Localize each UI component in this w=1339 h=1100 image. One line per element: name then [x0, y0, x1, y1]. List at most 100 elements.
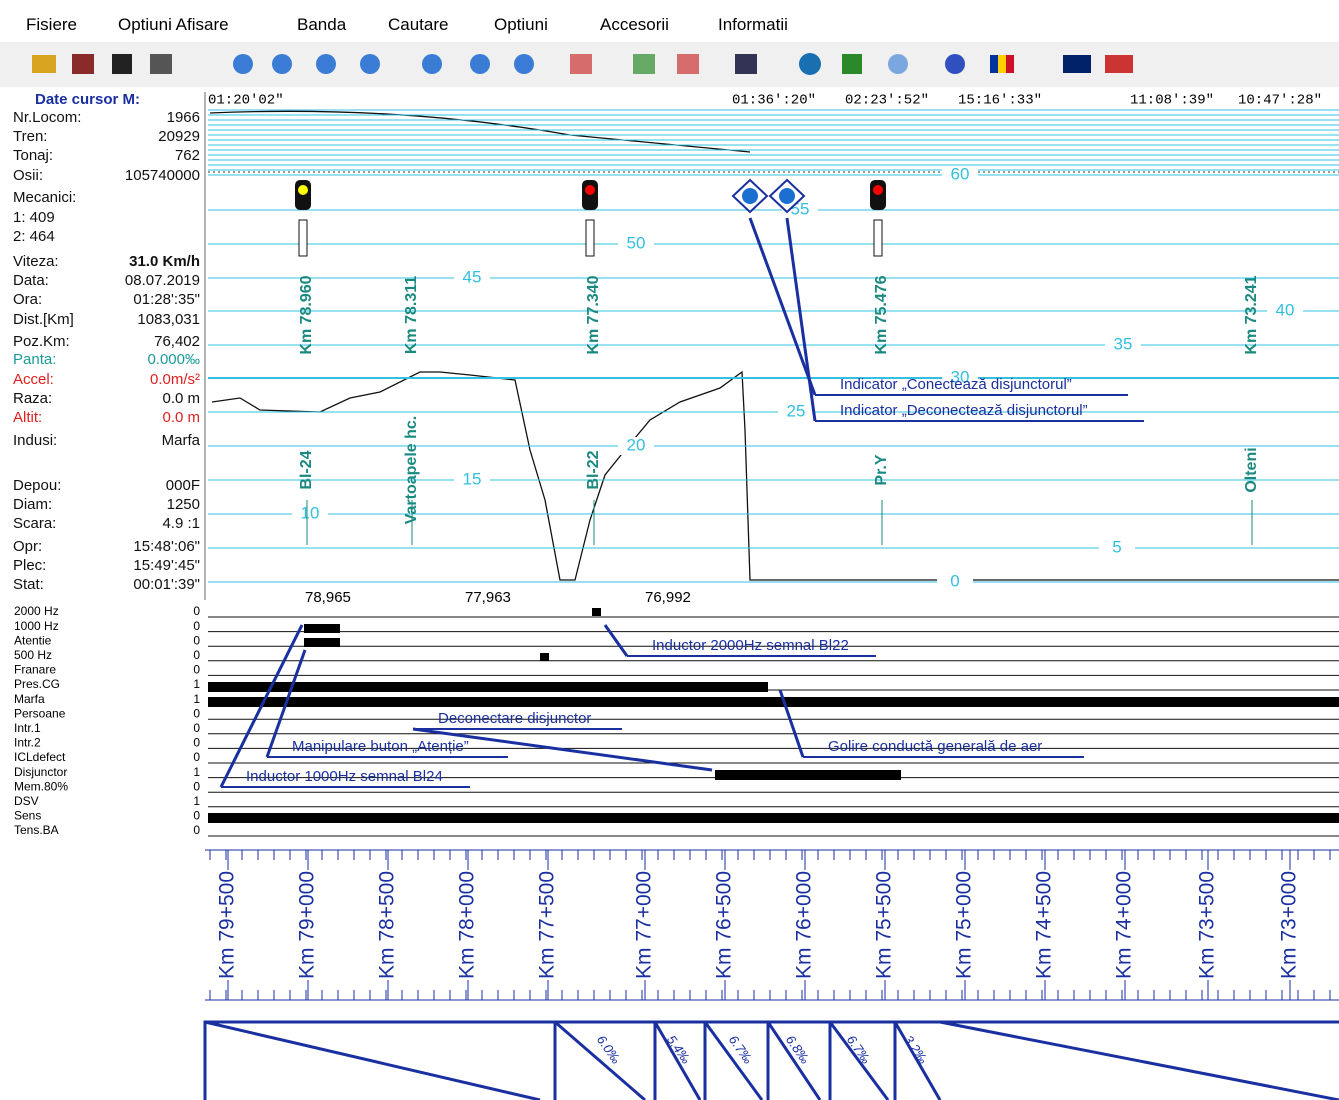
panel-value: 1083,031 — [137, 311, 200, 328]
panel-value: Marfa — [162, 432, 201, 449]
signal-value: 0 — [193, 706, 200, 720]
signal-value: 0 — [193, 823, 200, 837]
panel-label: Depou: — [13, 477, 61, 494]
signal-name: Disjunctor — [14, 765, 67, 779]
label-bg — [1267, 302, 1303, 320]
panel-label: Scara: — [13, 515, 56, 532]
signal-post — [585, 219, 595, 257]
signal-value: 1 — [193, 677, 200, 691]
signal-value: 0 — [193, 604, 200, 618]
annotation-arrow — [219, 624, 304, 788]
km-bg — [296, 870, 320, 980]
panel-value: 105740000 — [125, 167, 200, 184]
signal-value: 0 — [193, 750, 200, 764]
signal-bar — [208, 697, 1339, 707]
panel-label: Plec: — [13, 557, 46, 574]
panel-value: 76,402 — [154, 333, 200, 350]
km-label: Km 76+500 — [713, 871, 736, 979]
menu-item[interactable]: Informatii — [718, 15, 788, 34]
panel-label: Accel: — [13, 371, 54, 388]
km-bg — [1113, 870, 1137, 980]
km-label: Km 75+000 — [953, 871, 976, 979]
speed-label: 0 — [950, 571, 959, 590]
panel-label: Tonaj: — [13, 147, 53, 164]
panel-label: Stat: — [13, 576, 44, 593]
panel-value: 000F — [166, 477, 200, 494]
km-bg — [1278, 870, 1302, 980]
annotation: Deconectare disjunctor — [438, 710, 591, 727]
signal-name: Intr.2 — [14, 736, 41, 750]
panel-value: 00:01':39" — [133, 576, 200, 593]
km-bg — [793, 870, 817, 980]
signal-name: DSV — [14, 794, 39, 808]
indicator-dot — [742, 188, 758, 204]
signal-name: Mem.80% — [14, 779, 68, 793]
distance-label: 78,965 — [305, 589, 351, 606]
menu-bar: Fisiere Optiuni Afisare Banda Cautare Optiun… — [0, 0, 1339, 42]
panel-label: 1: 409 — [13, 209, 55, 226]
signal-value: 0 — [193, 779, 200, 793]
annotation: Indicator „Conectează disjunctorul” — [840, 376, 1072, 393]
label-bg — [454, 471, 490, 489]
annotation-arrow — [778, 689, 805, 758]
signal-lamp — [298, 185, 308, 195]
annotation: Manipulare buton „Atenție” — [292, 738, 469, 755]
track-drawings — [204, 92, 1339, 600]
signal-bar — [540, 653, 549, 661]
speed-label: 40 — [1276, 300, 1295, 319]
toolbar — [0, 42, 1339, 87]
label-bg — [1105, 336, 1141, 354]
gradient-label: 6.7‰ — [844, 1032, 874, 1066]
panel-value: 20929 — [158, 128, 200, 145]
menu-item[interactable]: Fisiere — [26, 15, 78, 34]
gradient-label: 6.7‰ — [726, 1032, 756, 1066]
distance-label: 76,992 — [645, 589, 691, 606]
time-label: 10:47':28" — [1238, 93, 1322, 109]
menu-item[interactable]: Cautare — [388, 15, 449, 34]
annotation: Golire conductă generală de aer — [828, 738, 1042, 755]
km-label: Km 74+500 — [1033, 871, 1056, 979]
km-bg — [873, 870, 897, 980]
menu-item[interactable]: Accesorii — [600, 15, 669, 34]
km-label: Km 73+000 — [1278, 871, 1301, 979]
label-bg — [942, 369, 978, 387]
time-label: 01:36':20" — [732, 93, 816, 109]
signal-name: Marfa — [14, 692, 45, 706]
km-label: Km 73+500 — [1196, 871, 1219, 979]
speed-label: 20 — [627, 435, 646, 454]
speed-label: 15 — [463, 469, 482, 488]
signal-value: 0 — [193, 663, 200, 677]
panel-label: Diam: — [13, 496, 52, 513]
signal-value: 1 — [193, 794, 200, 808]
label-bg — [942, 166, 978, 184]
signal-post — [298, 219, 308, 257]
panel-label: Data: — [13, 272, 49, 289]
signal-name: Intr.1 — [14, 721, 41, 735]
panel-value: 0.0m/s² — [150, 371, 200, 388]
menu-item[interactable]: Optiuni Afisare — [118, 15, 229, 34]
signal-name: Persoane — [14, 706, 66, 720]
panel-label: Osii: — [13, 167, 43, 184]
annotation: Inductor 1000Hz semnal Bl24 — [246, 768, 443, 785]
panel-value: 0.000‰ — [147, 351, 200, 368]
signal-lamp — [873, 185, 883, 195]
panel-value: 4.9 :1 — [162, 515, 200, 532]
menu-item[interactable]: Optiuni — [494, 15, 548, 34]
panel-value: 01:28':35" — [133, 291, 200, 308]
label-bg — [618, 437, 654, 455]
km-label: Km 78+000 — [456, 871, 479, 979]
panel-value: 762 — [175, 147, 200, 164]
time-label: 11:08':39" — [1130, 93, 1214, 109]
speed-label: 50 — [627, 233, 646, 252]
menu-item[interactable]: Banda — [297, 15, 347, 34]
label-bg — [778, 403, 814, 421]
signal-bar — [715, 770, 901, 780]
annotation: Inductor 2000Hz semnal Bl22 — [652, 637, 849, 654]
signal-value: 0 — [193, 633, 200, 647]
signal-name: Pres.CG — [14, 677, 60, 691]
station-label: Olteni — [1243, 447, 1260, 492]
km-bg — [953, 870, 977, 980]
panel-value: 08.07.2019 — [125, 272, 200, 289]
panel-label: 2: 464 — [13, 228, 55, 245]
